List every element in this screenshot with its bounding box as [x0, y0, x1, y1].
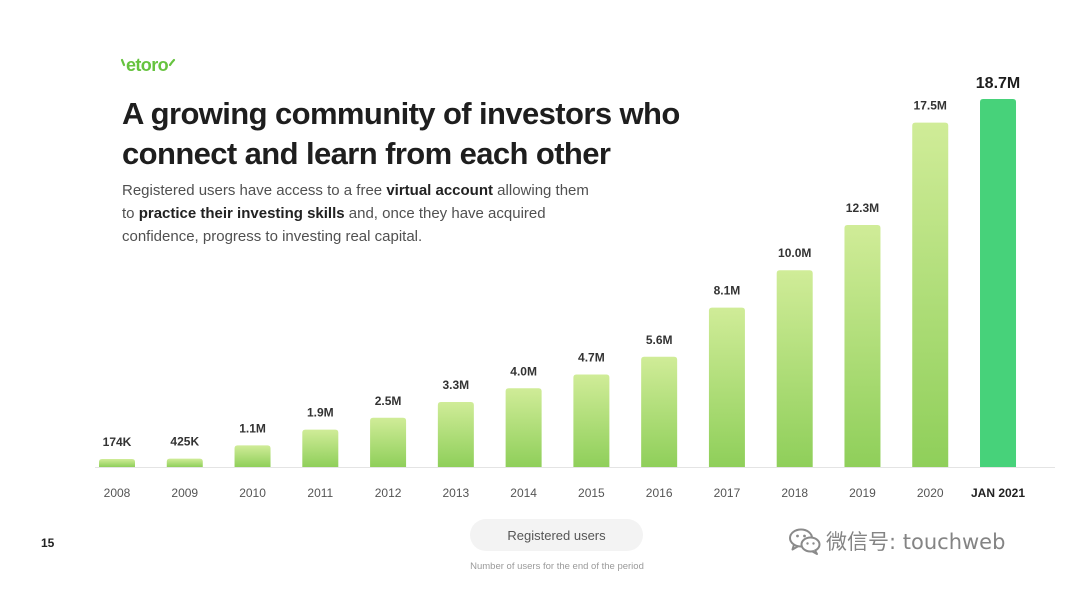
x-axis-label-2017: 2017	[714, 486, 741, 500]
value-label-2017: 8.1M	[714, 284, 741, 298]
page-subtitle: Registered users have access to a free v…	[122, 179, 589, 248]
x-axis-label-2009: 2009	[171, 486, 198, 500]
page-title: A growing community of investors who con…	[122, 94, 680, 174]
bar-2019	[844, 224, 881, 467]
x-axis-label-jan-2021: JAN 2021	[971, 486, 1025, 500]
watermark: 微信号: touchweb	[788, 525, 1005, 557]
logo-text: etoro	[126, 55, 169, 75]
subtitle-text: allowing them	[493, 182, 589, 199]
x-axis-label-2014: 2014	[510, 486, 537, 500]
bar-2012	[370, 417, 407, 467]
bar-2015	[573, 374, 610, 467]
x-axis-label-2013: 2013	[442, 486, 469, 500]
subtitle-text: and, once they have acquired	[344, 205, 546, 222]
bar-chart: 174K 425K 1.1M 1.9M 2.5M 3.3M 4.0M 4.7M 5.6M 8.1M…	[95, 75, 1055, 500]
value-label-2010: 1.1M	[239, 421, 266, 435]
value-label-2019: 12.3M	[846, 201, 879, 215]
value-label-2008: 174K	[103, 435, 132, 449]
title-line-1: A growing community of investors who	[122, 96, 680, 131]
subtitle-text: Registered users have access to a free	[122, 182, 387, 199]
x-axis-label-2011: 2011	[307, 486, 333, 500]
subtitle-emphasis: practice their investing skills	[138, 205, 345, 222]
bar-2013	[437, 402, 474, 467]
bar-2017	[708, 307, 745, 467]
x-axis-label-2018: 2018	[781, 486, 808, 500]
value-label-2011: 1.9M	[307, 406, 334, 420]
value-label-2012: 2.5M	[375, 394, 402, 408]
bar-2020	[912, 122, 949, 467]
value-label-2009: 425K	[170, 435, 199, 449]
x-axis-label-2008: 2008	[104, 486, 131, 500]
bar-jan-2021	[980, 99, 1017, 467]
x-axis-label-2012: 2012	[375, 486, 402, 500]
value-label-2014: 4.0M	[510, 364, 537, 378]
value-label-2020: 17.5M	[914, 99, 947, 113]
value-label-jan-2021: 18.7M	[976, 75, 1020, 92]
x-axis-label-2016: 2016	[646, 486, 673, 500]
title-line-2: connect and learn from each other	[122, 136, 611, 171]
bar-2008	[99, 459, 135, 467]
watermark-text: 微信号: touchweb	[826, 530, 1006, 554]
bar-2011	[302, 429, 339, 467]
x-axis-label-2010: 2010	[239, 486, 266, 500]
subtitle-emphasis: virtual account	[386, 182, 494, 199]
subtitle-line-1: Registered users have access to a free v…	[122, 179, 589, 202]
chart-legend: Registered users	[470, 519, 643, 551]
bar-2014	[505, 388, 542, 467]
logo-tick-right-icon	[168, 58, 176, 67]
value-labels: 174K 425K 1.1M 1.9M 2.5M 3.3M 4.0M 4.7M 5.6M 8.1M…	[103, 75, 1021, 449]
value-label-2018: 10.0M	[778, 246, 811, 260]
x-axis-labels: 2008 2009 2010 2011 2012 2013 2014 2015 2016 2017…	[104, 486, 1026, 500]
subtitle-line-2: to practice their investing skills and, …	[122, 202, 589, 225]
etoro-logo: etoro	[120, 54, 176, 76]
bar-2009	[166, 458, 203, 467]
x-axis-label-2015: 2015	[578, 486, 605, 500]
bar-2018	[776, 270, 813, 467]
value-label-2016: 5.6M	[646, 333, 673, 347]
bars	[99, 99, 1017, 467]
value-label-2013: 3.3M	[443, 378, 470, 392]
wechat-icon	[789, 528, 821, 555]
x-axis-label-2020: 2020	[917, 486, 944, 500]
bar-2010	[234, 445, 271, 467]
page-number: 15	[41, 536, 55, 550]
subtitle-text: confidence, progress to investing real c…	[122, 228, 423, 245]
bar-2016	[641, 356, 678, 467]
chart-footnote: Number of users for the end of the perio…	[470, 561, 644, 572]
logo-tick-left-icon	[120, 58, 126, 67]
x-axis-label-2019: 2019	[849, 486, 876, 500]
subtitle-line-3: confidence, progress to investing real c…	[122, 225, 589, 248]
subtitle-text: to	[122, 205, 139, 222]
legend-label: Registered users	[507, 527, 606, 543]
value-label-2015: 4.7M	[578, 351, 605, 365]
